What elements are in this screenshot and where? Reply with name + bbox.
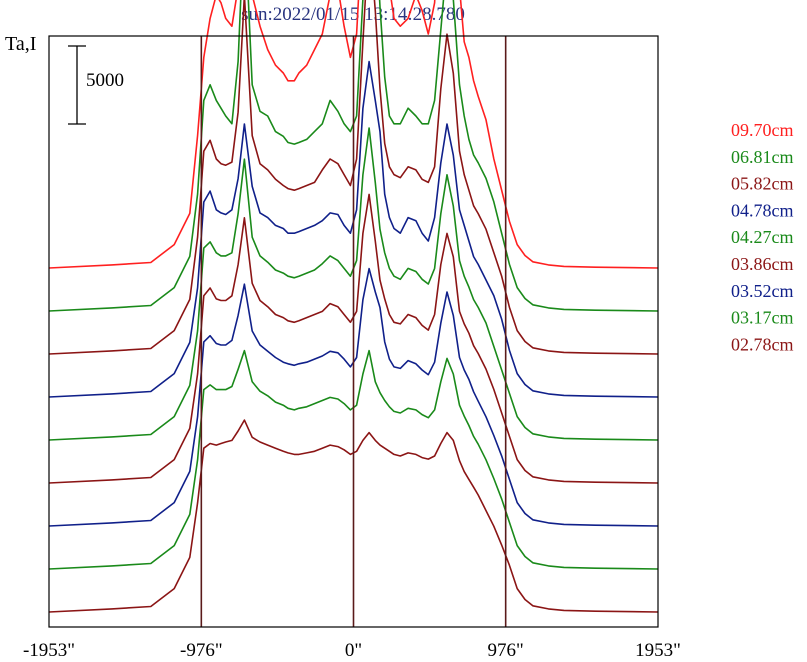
vertical-markers — [200, 36, 507, 627]
legend-entry: 03.86cm — [731, 254, 794, 274]
series-line-09.70cm — [48, 0, 659, 269]
x-tick-label: 976" — [488, 640, 524, 661]
series-line-03.52cm — [48, 267, 659, 527]
x-tick-label: 0" — [345, 640, 362, 661]
plot-frame — [48, 35, 659, 628]
legend-entry: 03.52cm — [731, 281, 794, 301]
series-line-03.86cm — [48, 193, 659, 484]
legend-entry: 04.78cm — [731, 200, 794, 220]
x-tick-label: -976" — [180, 640, 223, 661]
series-line-04.78cm — [48, 60, 659, 398]
series-line-05.82cm — [48, 0, 659, 355]
legend-entry: 02.78cm — [731, 334, 794, 354]
series-line-02.78cm — [48, 419, 659, 613]
legend-entry: 09.70cm — [731, 120, 794, 140]
x-tick-label: -1953" — [23, 640, 75, 661]
x-tick-label: 1953" — [635, 640, 681, 661]
series-lines — [48, 0, 659, 613]
y-axis-label: Ta,I — [5, 33, 36, 55]
series-line-04.27cm — [48, 127, 659, 441]
legend-entry: 06.81cm — [731, 147, 794, 167]
series-line-03.17cm — [48, 349, 659, 570]
legend-entry: 05.82cm — [731, 174, 794, 194]
chart-title: sun:2022/01/15 13:14:28.780 — [241, 4, 465, 25]
legend-entry: 03.17cm — [731, 308, 794, 328]
legend-entry: 04.27cm — [731, 227, 794, 247]
series-line-06.81cm — [48, 0, 659, 312]
x-axis-ticks: -1953" -976" 0" 976" 1953" — [23, 640, 681, 661]
legend: 09.70cm 06.81cm 05.82cm 04.78cm 04.27cm 03.86… — [731, 120, 794, 354]
scale-bar — [68, 45, 86, 125]
scale-bar-label: 5000 — [86, 70, 124, 91]
